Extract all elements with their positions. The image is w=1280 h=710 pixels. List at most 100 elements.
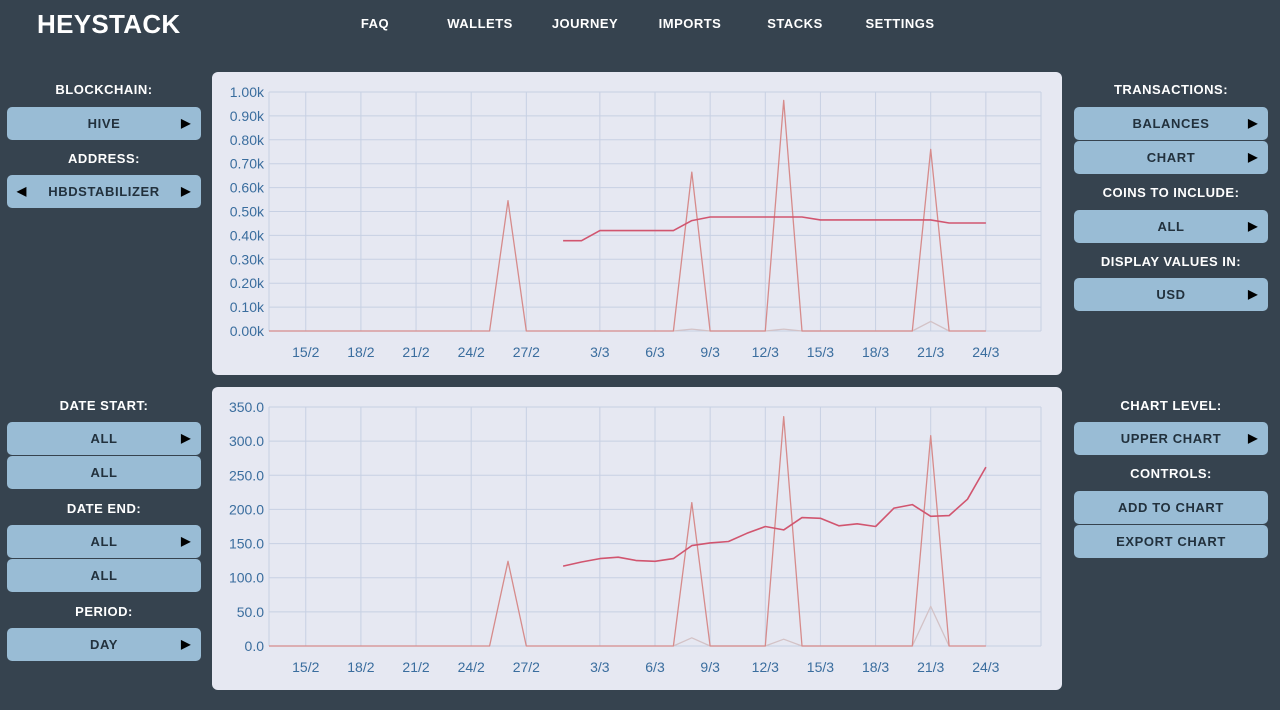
x-tick-label: 27/2	[513, 659, 540, 675]
export-chart-label: EXPORT CHART	[1116, 534, 1226, 549]
x-tick-label: 12/3	[752, 344, 779, 360]
arrow-left-icon[interactable]: ◀	[17, 184, 27, 198]
coins-select[interactable]: ALL ▶	[1074, 210, 1268, 243]
display-values-select[interactable]: USD ▶	[1074, 278, 1268, 311]
date-end-label: DATE END:	[66, 501, 142, 516]
x-tick-label: 15/2	[292, 659, 319, 675]
y-tick-label: 0.70k	[230, 156, 265, 172]
arrow-right-icon: ▶	[1248, 150, 1258, 164]
nav-wallets[interactable]: WALLETS	[447, 16, 513, 31]
arrow-right-icon: ▶	[181, 116, 191, 130]
x-tick-label: 12/3	[752, 659, 779, 675]
y-tick-label: 0.00k	[230, 323, 265, 339]
display-values-label: DISPLAY VALUES IN:	[1100, 254, 1242, 269]
blockchain-select[interactable]: HIVE ▶	[7, 107, 201, 140]
chart-level-select[interactable]: UPPER CHART ▶	[1074, 422, 1268, 455]
y-tick-label: 150.0	[229, 536, 264, 552]
display-values-value: USD	[1156, 287, 1186, 302]
arrow-right-icon: ▶	[1248, 287, 1258, 301]
y-tick-label: 300.0	[229, 433, 264, 449]
x-tick-label: 6/3	[645, 344, 665, 360]
address-select[interactable]: ◀ HBDSTABILIZER ▶	[7, 175, 201, 208]
x-tick-label: 21/3	[917, 659, 944, 675]
x-tick-label: 21/3	[917, 344, 944, 360]
series-line-spike	[269, 415, 986, 647]
series-line-faint	[673, 605, 950, 647]
date-end-select[interactable]: ALL ▶	[7, 525, 201, 558]
arrow-right-icon: ▶	[181, 431, 191, 445]
series-line-primary	[562, 466, 987, 567]
x-tick-label: 21/2	[402, 659, 429, 675]
top-nav: FAQ WALLETS JOURNEY IMPORTS STACKS SETTI…	[0, 16, 1280, 36]
y-tick-label: 250.0	[229, 467, 264, 483]
period-select[interactable]: DAY ▶	[7, 628, 201, 661]
x-tick-label: 21/2	[402, 344, 429, 360]
blockchain-label: BLOCKCHAIN:	[55, 82, 153, 97]
date-start-label: DATE START:	[59, 398, 149, 413]
period-value: DAY	[89, 637, 119, 652]
x-tick-label: 24/2	[458, 344, 485, 360]
y-tick-label: 0.60k	[230, 180, 265, 196]
y-tick-label: 350.0	[229, 399, 264, 415]
x-tick-label: 15/2	[292, 344, 319, 360]
y-tick-label: 1.00k	[230, 84, 265, 100]
x-tick-label: 15/3	[807, 659, 834, 675]
chart-level-label: CHART LEVEL:	[1120, 398, 1222, 413]
coins-label: COINS TO INCLUDE:	[1102, 185, 1240, 200]
arrow-right-icon: ▶	[181, 637, 191, 651]
y-tick-label: 0.80k	[230, 132, 265, 148]
upper-chart: 0.00k 0.10k 0.20k 0.30k 0.40k 0.50k 0.60k 0.70k…	[230, 84, 1042, 360]
arrow-right-icon: ▶	[1248, 431, 1258, 445]
upper-chart-panel: 0.00k 0.10k 0.20k 0.30k 0.40k 0.50k 0.60k 0.70k…	[212, 72, 1062, 375]
balances-label: BALANCES	[1132, 116, 1210, 131]
x-tick-label: 3/3	[590, 344, 610, 360]
x-tick-label: 18/2	[347, 344, 374, 360]
chart-level-value: UPPER CHART	[1120, 431, 1222, 446]
x-tick-label: 18/3	[862, 344, 889, 360]
x-tick-label: 3/3	[590, 659, 610, 675]
export-chart-button[interactable]: EXPORT CHART	[1074, 525, 1268, 558]
y-tick-label: 0.0	[245, 638, 265, 654]
chart-label: CHART	[1146, 150, 1196, 165]
nav-journey[interactable]: JOURNEY	[551, 16, 619, 31]
y-tick-label: 0.20k	[230, 275, 265, 291]
y-tick-label: 200.0	[229, 501, 264, 517]
date-start-select[interactable]: ALL ▶	[7, 422, 201, 455]
series-line-primary	[563, 216, 986, 242]
x-tick-label: 18/2	[347, 659, 374, 675]
date-end-value: ALL	[90, 534, 118, 549]
blockchain-value: HIVE	[87, 116, 121, 131]
arrow-right-icon: ▶	[1248, 219, 1258, 233]
date-start-display[interactable]: ALL	[7, 456, 201, 489]
nav-imports[interactable]: IMPORTS	[658, 16, 722, 31]
arrow-right-icon[interactable]: ▶	[181, 184, 191, 198]
balances-button[interactable]: BALANCES ▶	[1074, 107, 1268, 140]
y-tick-label: 50.0	[237, 604, 264, 620]
series-line-faint	[673, 320, 950, 332]
transactions-label: TRANSACTIONS:	[1113, 82, 1229, 97]
series-line-spike	[269, 99, 986, 332]
x-tick-label: 9/3	[700, 344, 720, 360]
lower-chart: 0.0 50.0 100.0 150.0 200.0 250.0 300.0 350.0 15/…	[229, 399, 1042, 675]
x-tick-label: 18/3	[862, 659, 889, 675]
chart-button[interactable]: CHART ▶	[1074, 141, 1268, 174]
date-end-sub: ALL	[90, 568, 118, 583]
lower-chart-panel: 0.0 50.0 100.0 150.0 200.0 250.0 300.0 350.0 15/…	[212, 387, 1062, 690]
nav-settings[interactable]: SETTINGS	[865, 16, 935, 31]
app-logo: HEYSTACK	[37, 9, 181, 39]
controls-label: CONTROLS:	[1130, 466, 1212, 481]
date-start-value: ALL	[90, 431, 118, 446]
x-tick-label: 24/2	[458, 659, 485, 675]
arrow-right-icon: ▶	[1248, 116, 1258, 130]
nav-faq[interactable]: FAQ	[360, 16, 390, 31]
x-tick-label: 15/3	[807, 344, 834, 360]
arrow-right-icon: ▶	[181, 534, 191, 548]
date-end-display[interactable]: ALL	[7, 559, 201, 592]
nav-stacks[interactable]: STACKS	[767, 16, 823, 31]
y-tick-label: 0.10k	[230, 299, 265, 315]
add-to-chart-button[interactable]: ADD TO CHART	[1074, 491, 1268, 524]
y-tick-label: 0.90k	[230, 108, 265, 124]
x-tick-label: 24/3	[972, 344, 999, 360]
address-value: HBDSTABILIZER	[48, 184, 160, 199]
add-to-chart-label: ADD TO CHART	[1118, 500, 1224, 515]
